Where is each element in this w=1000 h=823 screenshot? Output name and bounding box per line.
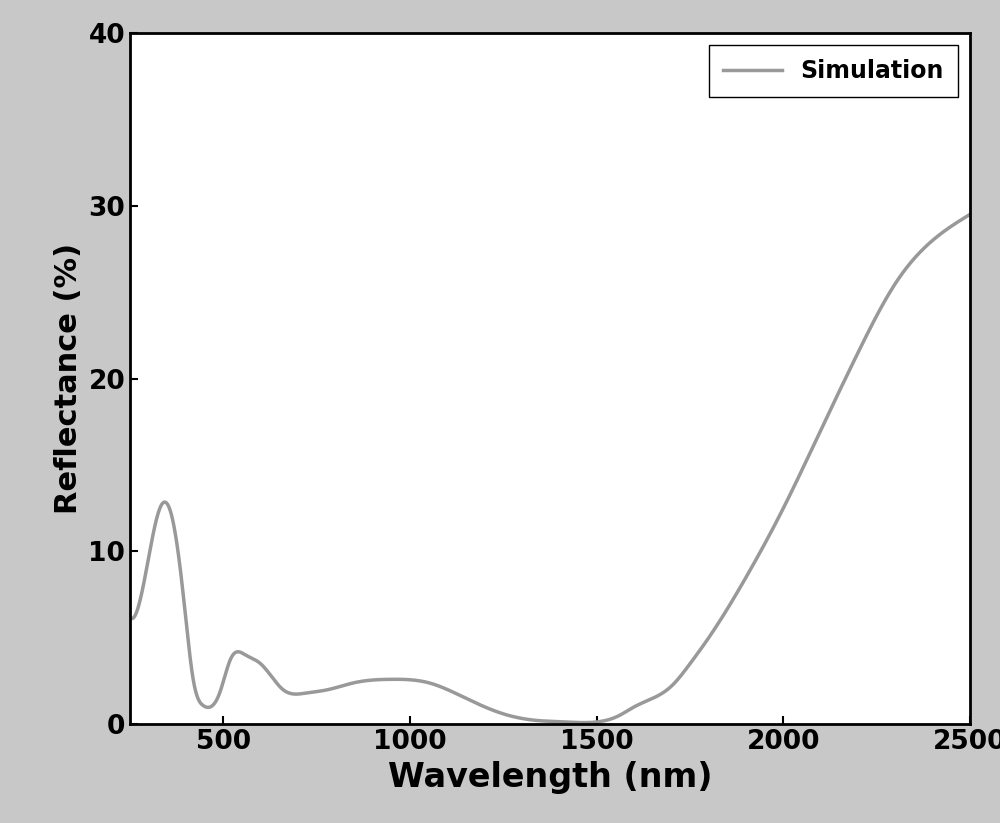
- Simulation: [940, 225, 952, 235]
- X-axis label: Wavelength (nm): Wavelength (nm): [388, 760, 712, 793]
- Simulation: [167, 516, 179, 526]
- Simulation: [510, 713, 522, 723]
- Simulation: [940, 226, 952, 235]
- Simulation: [578, 718, 590, 728]
- Y-axis label: Reflectance (%): Reflectance (%): [54, 243, 83, 514]
- Simulation: [786, 486, 798, 496]
- Simulation: [124, 612, 136, 622]
- Simulation: [532, 716, 544, 726]
- Simulation: [964, 210, 976, 220]
- Legend: Simulation: Simulation: [709, 44, 958, 97]
- Line: Simulation: Simulation: [130, 215, 970, 723]
